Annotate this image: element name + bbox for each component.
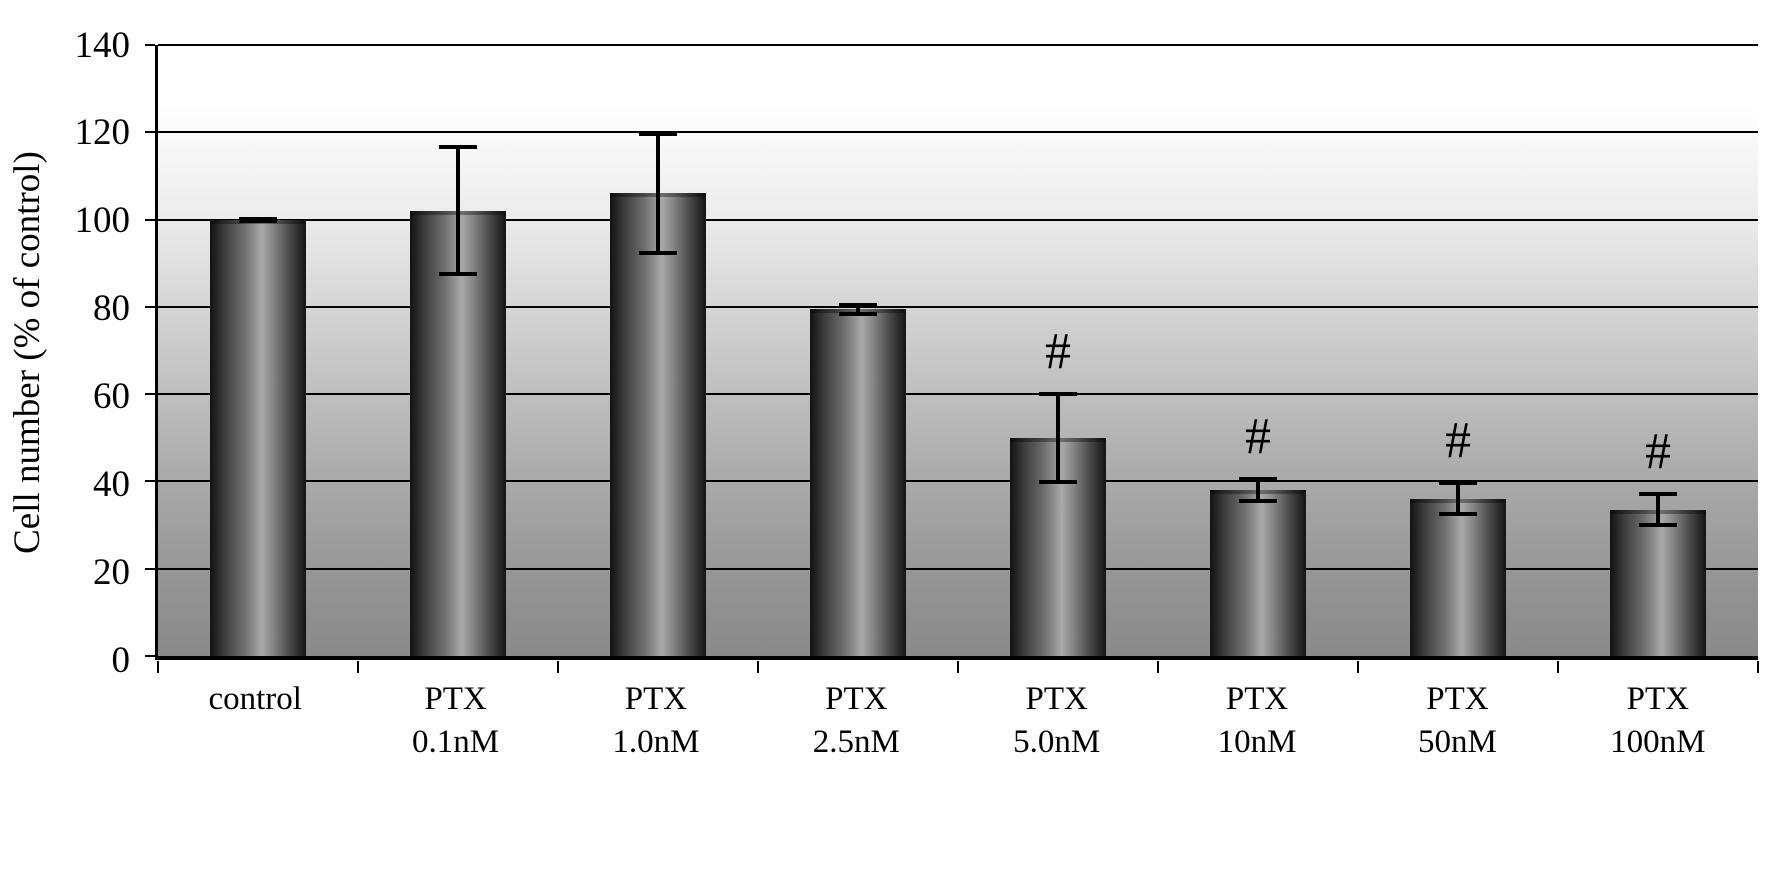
error-bar (256, 216, 260, 223)
x-axis-category-label-line: 100nM (1610, 723, 1706, 760)
x-axis-category-label-line: 2.5nM (812, 723, 900, 760)
x-axis-tick-mark (1757, 661, 1759, 673)
gridline (158, 44, 1758, 46)
x-axis-category-label-line: 1.0nM (612, 723, 700, 760)
x-axis-category-label: control (155, 678, 355, 764)
bar-6 (1410, 498, 1506, 656)
x-axis-category-label-line: PTX (424, 681, 487, 717)
x-axis-tick-mark (957, 661, 959, 673)
x-axis-category-label-line: 50nM (1418, 723, 1497, 760)
bar-slot (158, 45, 358, 656)
y-axis-tick-mark (145, 218, 155, 221)
x-axis-labels: control PTX 0.1nM PTX 1.0nM PTX 2.5nM PTX 5.0nM P… (155, 678, 1758, 764)
bar-0 (210, 219, 306, 656)
x-axis-category-label: PTX 1.0nM (556, 678, 756, 764)
x-axis-category-label-line: PTX (624, 681, 688, 717)
x-axis-tick-mark (157, 661, 159, 673)
x-axis-category-label: PTX 5.0nM (957, 678, 1157, 764)
x-axis-tick-mark (1157, 661, 1159, 673)
y-axis-tick-mark (145, 655, 155, 657)
significance-marker: # (1645, 423, 1671, 481)
plot-area: # # # # (145, 44, 1759, 673)
y-tick-label: 0 (111, 639, 131, 681)
x-axis-category-label: PTX 100nM (1558, 678, 1758, 764)
bar-slot (758, 45, 958, 656)
error-bar (456, 145, 460, 277)
error-bar (856, 302, 860, 316)
y-tick-label: 80 (93, 288, 130, 330)
error-bar (1656, 492, 1660, 528)
bar-1 (410, 210, 506, 656)
bar-slot (358, 45, 558, 656)
y-tick-label: 60 (93, 375, 130, 417)
y-axis-tick-mark (145, 567, 155, 570)
bar-7 (1610, 509, 1706, 656)
y-axis-tick-mark (145, 480, 155, 483)
x-axis-tick-mark (1557, 661, 1559, 673)
y-axis-tick-mark (145, 305, 155, 308)
gridline (158, 567, 1758, 570)
error-bar (1256, 477, 1260, 504)
y-tick-label: 140 (74, 24, 131, 66)
x-axis-category-label-line: control (208, 681, 302, 717)
x-axis-category-label-line: PTX (1626, 681, 1689, 717)
error-bar (656, 132, 660, 255)
bar-slot: # (1158, 45, 1358, 656)
gridline (158, 218, 1758, 221)
y-tick-label: 100 (74, 200, 131, 242)
x-axis-tick-mark (557, 661, 559, 673)
y-axis-tick-labels: 0 20 40 60 80 100 120 140 (0, 27, 140, 679)
y-tick-label: 20 (93, 551, 130, 593)
x-axis-category-label-line: 0.1nM (412, 723, 500, 760)
x-axis-tick-mark (757, 661, 759, 673)
x-axis-category-label: PTX 50nM (1357, 678, 1557, 764)
bar-3 (810, 309, 906, 656)
bar-slot (558, 45, 758, 656)
gridline (158, 393, 1758, 396)
x-axis-category-label-line: PTX (825, 681, 888, 717)
y-axis-tick-mark (145, 44, 155, 46)
bar-2 (610, 193, 706, 656)
x-axis-category-label-line: 10nM (1217, 723, 1297, 760)
error-bar (1056, 391, 1060, 484)
x-axis-category-label-line: PTX (1225, 681, 1289, 717)
x-axis-category-label-line: PTX (1426, 681, 1489, 717)
x-axis-tick-mark (1357, 661, 1359, 673)
y-axis-tick-mark (145, 131, 155, 134)
x-axis-category-label: PTX 0.1nM (355, 678, 555, 764)
bar-slot: # (958, 45, 1158, 656)
x-axis-category-label-line: 5.0nM (1013, 723, 1101, 760)
bar-slot: # (1358, 45, 1558, 656)
y-tick-label: 120 (74, 112, 131, 154)
error-bar (1456, 481, 1460, 517)
significance-marker: # (1245, 408, 1271, 466)
x-axis-category-label: PTX 2.5nM (756, 678, 956, 764)
x-axis-category-label: PTX 10nM (1157, 678, 1357, 764)
gridline (158, 480, 1758, 483)
gridline (158, 131, 1758, 134)
x-axis-category-label-line: PTX (1025, 681, 1088, 717)
significance-marker: # (1045, 322, 1071, 380)
x-axis-tick-mark (357, 661, 359, 673)
bar-5 (1210, 490, 1306, 656)
gridline (158, 305, 1758, 308)
bar-slot: # (1558, 45, 1758, 656)
y-axis-tick-mark (145, 393, 155, 396)
significance-marker: # (1445, 412, 1471, 470)
y-tick-label: 40 (93, 463, 130, 505)
